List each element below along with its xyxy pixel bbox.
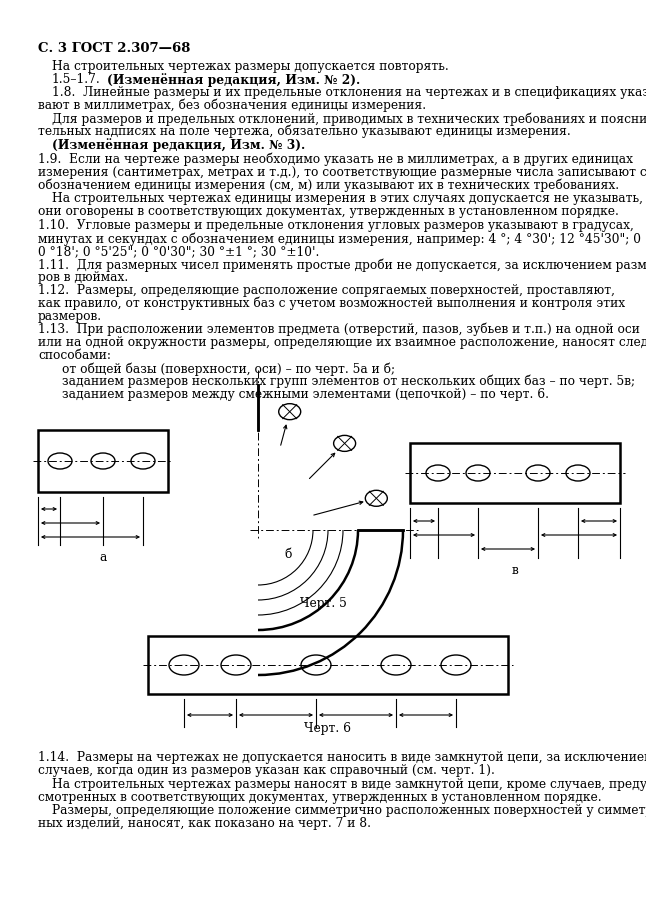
Text: 1.9.  Если на чертеже размеры необходимо указать не в миллиметрах, а в других ед: 1.9. Если на чертеже размеры необходимо …	[38, 153, 633, 166]
Text: 1.11.  Для размерных чисел применять простые дроби не допускается, за исключение: 1.11. Для размерных чисел применять прос…	[38, 258, 646, 271]
Text: от общей базы (поверхности, оси) – по черт. 5а и б;: от общей базы (поверхности, оси) – по че…	[62, 362, 395, 375]
Text: На строительных чертежах размеры допускается повторять.: На строительных чертежах размеры допуска…	[52, 60, 449, 73]
Text: в: в	[512, 564, 518, 577]
Text: 1.10.  Угловые размеры и предельные отклонения угловых размеров указывают в град: 1.10. Угловые размеры и предельные откло…	[38, 219, 634, 232]
Text: случаев, когда один из размеров указан как справочный (см. черт. 1).: случаев, когда один из размеров указан к…	[38, 764, 495, 777]
Text: Черт. 5: Черт. 5	[300, 597, 346, 610]
Text: тельных надписях на поле чертежа, обязательно указывают единицы измерения.: тельных надписях на поле чертежа, обязат…	[38, 125, 571, 139]
Text: На строительных чертежах единицы измерения в этих случаях допускается не указыва: На строительных чертежах единицы измерен…	[52, 192, 646, 205]
Text: С. 3 ГОСТ 2.307—68: С. 3 ГОСТ 2.307—68	[38, 42, 191, 55]
Bar	[38, 430, 168, 492]
Text: ров в дюймах.: ров в дюймах.	[38, 271, 129, 284]
Text: минутах и секундах с обозначением единицы измерения, например: 4 °; 4 °30'; 12 °: минутах и секундах с обозначением единиц…	[38, 232, 646, 246]
Bar	[148, 636, 508, 694]
Text: они оговорены в соответствующих документах, утвержденных в установленном порядке: они оговорены в соответствующих документ…	[38, 205, 619, 218]
Text: а: а	[99, 551, 107, 564]
Text: измерения (сантиметрах, метрах и т.д.), то соответствующие размерные числа запис: измерения (сантиметрах, метрах и т.д.), …	[38, 166, 646, 179]
Text: 1.13.  При расположении элементов предмета (отверстий, пазов, зубьев и т.п.) на : 1.13. При расположении элементов предмет…	[38, 323, 640, 337]
Text: 1.14.  Размеры на чертежах не допускается наносить в виде замкнутой цепи, за иск: 1.14. Размеры на чертежах не допускается…	[38, 751, 646, 764]
Text: 0 °18'; 0 °5'25"; 0 °0'30"; 30 °±1 °; 30 °±10'.: 0 °18'; 0 °5'25"; 0 °0'30"; 30 °±1 °; 30…	[38, 245, 319, 258]
Text: ных изделий, наносят, как показано на черт. 7 и 8.: ных изделий, наносят, как показано на че…	[38, 817, 371, 830]
Text: 1.8.  Линейные размеры и их предельные отклонения на чертежах и в спецификациях : 1.8. Линейные размеры и их предельные от…	[52, 86, 646, 99]
Text: (Изменённая редакция, Изм. № 3).: (Изменённая редакция, Изм. № 3).	[52, 138, 306, 152]
Text: (Изменённая редакция, Изм. № 2).: (Изменённая редакция, Изм. № 2).	[107, 73, 360, 87]
Text: размеров.: размеров.	[38, 310, 102, 323]
Text: смотренных в соответствующих документах, утвержденных в установленном порядке.: смотренных в соответствующих документах,…	[38, 791, 601, 804]
Text: способами:: способами:	[38, 349, 111, 362]
Bar	[410, 443, 620, 503]
Text: Размеры, определяющие положение симметрично расположенных поверхностей у симметр: Размеры, определяющие положение симметри…	[52, 804, 646, 817]
Text: заданием размеров нескольких групп элементов от нескольких общих баз – по черт. : заданием размеров нескольких групп элеме…	[62, 375, 635, 389]
Text: обозначением единицы измерения (см, м) или указывают их в технических требования: обозначением единицы измерения (см, м) и…	[38, 179, 619, 193]
Text: заданием размеров между смежными элементами (цепочкой) – по черт. 6.: заданием размеров между смежными элемент…	[62, 388, 549, 401]
Text: или на одной окружности размеры, определяющие их взаимное расположение, наносят : или на одной окружности размеры, определ…	[38, 336, 646, 349]
Text: 1.5–1.7.: 1.5–1.7.	[52, 73, 101, 86]
Text: как правило, от конструктивных баз с учетом возможностей выполнения и контроля э: как правило, от конструктивных баз с уче…	[38, 297, 625, 310]
Text: б: б	[284, 548, 292, 561]
Text: 1.12.  Размеры, определяющие расположение сопрягаемых поверхностей, проставляют,: 1.12. Размеры, определяющие расположение…	[38, 284, 615, 297]
Text: Черт. 6: Черт. 6	[304, 722, 351, 735]
Text: Для размеров и предельных отклонений, приводимых в технических требованиях и поя: Для размеров и предельных отклонений, пр…	[52, 112, 646, 125]
Text: вают в миллиметрах, без обозначения единицы измерения.: вают в миллиметрах, без обозначения един…	[38, 99, 426, 112]
Text: На строительных чертежах размеры наносят в виде замкнутой цепи, кроме случаев, п: На строительных чертежах размеры наносят…	[52, 778, 646, 791]
